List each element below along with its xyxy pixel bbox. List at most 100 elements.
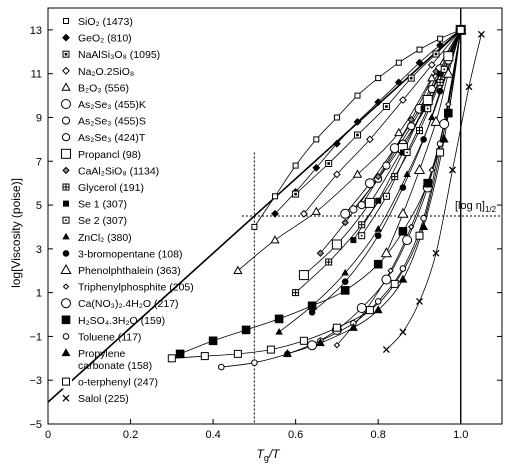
data-point-s22-2 xyxy=(416,297,423,305)
data-point-s14-5 xyxy=(436,87,444,95)
data-point-s9-2 xyxy=(374,172,382,181)
data-point-s12-2 xyxy=(403,149,411,156)
data-point-s13-3 xyxy=(374,225,382,232)
legend-marker-15 xyxy=(60,263,72,274)
data-point-s20-1 xyxy=(315,338,325,347)
legend-marker-9 xyxy=(62,166,70,175)
data-point-s16-0 xyxy=(333,341,341,349)
data-point-s22-0 xyxy=(382,346,390,354)
data-point-s14-0 xyxy=(308,308,316,316)
data-point-s7-0 xyxy=(357,201,366,210)
data-point-s21-9 xyxy=(436,148,445,157)
data-point-s9-1 xyxy=(341,218,349,227)
y-tick-label-8: 11 xyxy=(31,69,42,81)
data-point-s20-3 xyxy=(373,305,383,314)
y-axis-label: log[Viscosity (poise)] xyxy=(9,178,23,288)
data-point-s21-10 xyxy=(456,25,465,34)
log-eta-half-annotation: [log η]1/2 xyxy=(455,200,497,214)
data-point-s12-0 xyxy=(358,232,366,240)
plot-frame xyxy=(47,7,503,425)
data-point-s11-4 xyxy=(437,70,444,77)
legend-item-11: Se 1 (307) xyxy=(60,197,127,211)
data-point-s1-3 xyxy=(332,139,341,148)
data-point-s5-0 xyxy=(340,208,351,219)
data-point-s13-2 xyxy=(341,268,349,276)
data-point-s18-3 xyxy=(274,314,284,324)
data-point-s5-1 xyxy=(364,178,375,189)
legend-item-15: Phenolphthalein (363) xyxy=(60,263,181,277)
legend-marker-6 xyxy=(61,116,71,125)
data-point-s2-0 xyxy=(292,190,300,198)
data-point-s21-3 xyxy=(266,345,275,354)
data-point-s22-5 xyxy=(465,83,473,91)
legend-item-5: As₂Se₃ (455)K xyxy=(60,98,146,111)
legend-marker-3 xyxy=(62,66,70,75)
legend-label-3: Na₂O.2SiO₈ xyxy=(78,66,134,78)
data-point-s1-4 xyxy=(353,117,362,126)
legend-label-19: Toluene (117) xyxy=(78,331,141,343)
data-point-s15-3 xyxy=(430,115,442,126)
legend-marker-1 xyxy=(62,33,70,42)
legend-marker-11 xyxy=(63,200,69,207)
data-points xyxy=(167,23,485,371)
legend-marker-14 xyxy=(62,250,70,257)
data-point-s17-0 xyxy=(307,340,318,351)
data-point-s18-2 xyxy=(241,325,251,335)
data-point-s1-2 xyxy=(312,163,321,172)
legend-label-7: As₂Se₃ (424)T xyxy=(78,132,146,144)
data-point-s7-2 xyxy=(407,122,416,131)
data-point-s0-1 xyxy=(272,193,278,200)
legend-item-0: SiO₂ (1473) xyxy=(60,15,133,28)
legend-marker-10 xyxy=(62,183,70,191)
data-point-s21-5 xyxy=(332,323,341,332)
data-point-s10-2 xyxy=(358,221,366,229)
data-point-s0-9 xyxy=(437,35,444,42)
data-point-s3-0 xyxy=(299,209,308,218)
data-point-s0-5 xyxy=(354,92,361,99)
data-point-s18-7 xyxy=(398,227,408,236)
data-point-s10-5 xyxy=(436,78,444,86)
x-tick-label-2: 0.4 xyxy=(205,429,220,441)
data-point-s21-2 xyxy=(233,349,242,358)
data-point-s10-0 xyxy=(292,289,300,297)
data-point-s18-9 xyxy=(443,108,453,118)
data-point-s1-6 xyxy=(394,78,403,87)
legend-marker-2 xyxy=(62,50,70,58)
y-tick-label-3: 1 xyxy=(36,288,42,300)
data-point-s4-4 xyxy=(394,127,404,137)
data-point-s13-0 xyxy=(275,327,283,335)
legend-marker-18 xyxy=(61,315,71,325)
x-tick-label-1: 0.2 xyxy=(123,429,138,441)
data-point-s1-5 xyxy=(374,98,383,107)
data-point-s16-3 xyxy=(407,223,415,231)
legend-label-17: Ca(NO₃)₂.4H₂O (217) xyxy=(78,298,179,310)
legend-item-1: GeO₂ (810) xyxy=(60,31,132,45)
legend-label-6: As₂Se₃ (455)S xyxy=(78,116,146,128)
data-point-s10-1 xyxy=(325,258,333,266)
data-point-s14-2 xyxy=(374,232,382,239)
y-tick-label-0: −5 xyxy=(29,419,42,431)
data-point-s1-7 xyxy=(415,58,424,67)
data-point-s4-5 xyxy=(427,73,437,82)
data-point-s0-0 xyxy=(251,223,258,230)
data-point-s2-5 xyxy=(432,50,440,58)
data-point-s6-0 xyxy=(349,205,358,214)
data-point-s4-0 xyxy=(233,265,243,275)
data-point-s7-3 xyxy=(427,84,436,94)
data-point-s19-5 xyxy=(374,298,382,305)
legend-item-14: 3-bromopentane (108) xyxy=(60,247,182,261)
data-point-s4-2 xyxy=(311,206,321,215)
x-axis-label-main: T xyxy=(256,447,265,461)
data-point-s4-3 xyxy=(352,169,363,178)
reference-lines xyxy=(47,8,502,424)
data-point-s21-8 xyxy=(415,231,424,240)
data-point-s17-3 xyxy=(381,274,392,285)
data-point-s19-1 xyxy=(251,359,258,367)
data-point-s11-0 xyxy=(350,237,357,244)
legend-label-21: o-terphenyl (247) xyxy=(78,377,158,389)
legend-item-9: CaAl₂SiO₈ (1134) xyxy=(60,164,159,178)
annotation-main: [log η] xyxy=(455,200,485,212)
legend-item-13: ZnCl₂ (380) xyxy=(60,230,132,244)
